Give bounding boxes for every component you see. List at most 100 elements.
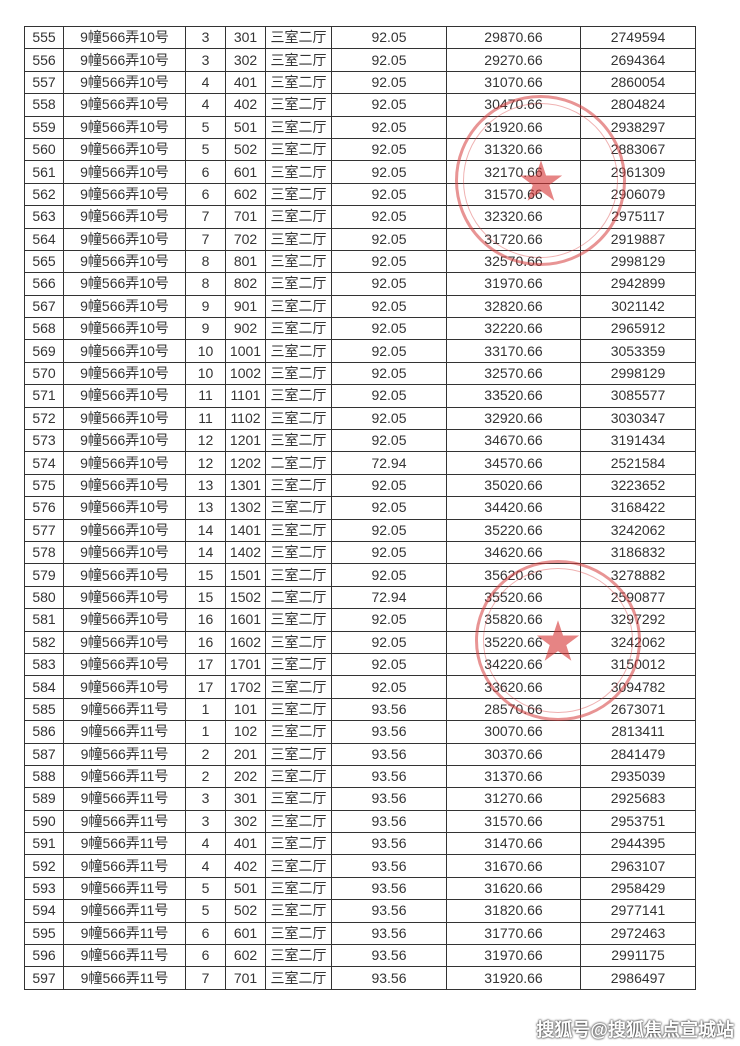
area-cell: 93.56 [331, 854, 447, 878]
table-row: 565 9幢566弄10号 8 801 三室二厅 92.05 32570.66 2998129 [24, 249, 696, 274]
area-cell: 92.05 [331, 518, 447, 542]
room-cell: 1602 [225, 630, 266, 654]
floor-cell: 16 [185, 630, 226, 654]
floor-cell: 8 [185, 249, 226, 274]
layout-cell: 三室二厅 [265, 876, 332, 901]
room-cell: 501 [225, 115, 266, 139]
row-number-cell: 584 [24, 675, 64, 699]
layout-cell: 三室二厅 [265, 182, 332, 207]
table-row: 596 9幢566弄11号 6 602 三室二厅 93.56 31970.66 2991175 [24, 944, 696, 968]
area-cell: 92.05 [331, 70, 447, 95]
floor-cell: 16 [185, 608, 226, 632]
room-cell: 101 [225, 697, 266, 722]
area-cell: 92.05 [331, 473, 447, 498]
row-number-cell: 589 [24, 787, 64, 811]
layout-cell: 三室二厅 [265, 384, 332, 408]
area-cell: 92.05 [331, 25, 447, 50]
floor-cell: 17 [185, 675, 226, 699]
room-cell: 1302 [225, 496, 266, 520]
area-cell: 93.56 [331, 720, 447, 744]
table-row: 578 9幢566弄10号 14 1402 三室二厅 92.05 34620.66 31868… [24, 540, 696, 565]
row-number-cell: 570 [24, 361, 64, 386]
room-cell: 701 [225, 966, 266, 990]
room-cell: 1601 [225, 608, 266, 632]
row-number-cell: 583 [24, 652, 64, 677]
floor-cell: 6 [185, 160, 226, 184]
row-number-cell: 563 [24, 205, 64, 229]
table-row: 592 9幢566弄11号 4 402 三室二厅 93.56 31670.66 2963107 [24, 854, 696, 878]
layout-cell: 三室二厅 [265, 966, 332, 990]
room-cell: 1002 [225, 361, 266, 386]
row-number-cell: 565 [24, 249, 64, 274]
table-row: 576 9幢566弄10号 13 1302 三室二厅 92.05 34420.66 31684… [24, 496, 696, 520]
area-cell: 92.05 [331, 429, 447, 453]
layout-cell: 三室二厅 [265, 697, 332, 722]
building-cell: 9幢566弄11号 [63, 832, 186, 856]
floor-cell: 2 [185, 764, 226, 789]
table-row: 583 9幢566弄10号 17 1701 三室二厅 92.05 34220.66 31500… [24, 652, 696, 677]
room-cell: 401 [225, 70, 266, 95]
floor-cell: 13 [185, 496, 226, 520]
unit-price-cell: 28570.66 [446, 697, 581, 722]
unit-price-cell: 35020.66 [446, 473, 581, 498]
table-row: 575 9幢566弄10号 13 1301 三室二厅 92.05 35020.66 32236… [24, 473, 696, 498]
room-cell: 1402 [225, 540, 266, 565]
row-number-cell: 587 [24, 742, 64, 766]
row-number-cell: 595 [24, 921, 64, 946]
row-number-cell: 588 [24, 764, 64, 789]
total-price-cell: 2935039 [580, 764, 696, 789]
building-cell: 9幢566弄10号 [63, 608, 186, 632]
area-cell: 92.05 [331, 608, 447, 632]
unit-price-cell: 31270.66 [446, 787, 581, 811]
row-number-cell: 564 [24, 227, 64, 251]
building-cell: 9幢566弄11号 [63, 966, 186, 990]
room-cell: 302 [225, 48, 266, 72]
row-number-cell: 596 [24, 944, 64, 968]
layout-cell: 三室二厅 [265, 742, 332, 766]
layout-cell: 三室二厅 [265, 25, 332, 50]
total-price-cell: 3278882 [580, 563, 696, 587]
table-row: 584 9幢566弄10号 17 1702 三室二厅 92.05 33620.66 30947… [24, 675, 696, 699]
floor-cell: 5 [185, 137, 226, 162]
building-cell: 9幢566弄10号 [63, 272, 186, 296]
unit-price-cell: 31470.66 [446, 832, 581, 856]
row-number-cell: 555 [24, 25, 64, 50]
table-row: 568 9幢566弄10号 9 902 三室二厅 92.05 32220.66 2965912 [24, 317, 696, 341]
layout-cell: 三室二厅 [265, 652, 332, 677]
room-cell: 301 [225, 25, 266, 50]
building-cell: 9幢566弄10号 [63, 652, 186, 677]
room-cell: 1101 [225, 384, 266, 408]
room-cell: 701 [225, 205, 266, 229]
table-row: 593 9幢566弄11号 5 501 三室二厅 93.56 31620.66 2958429 [24, 876, 696, 901]
total-price-cell: 3242062 [580, 518, 696, 542]
table-row: 597 9幢566弄11号 7 701 三室二厅 93.56 31920.66 2986497 [24, 966, 696, 990]
total-price-cell: 2938297 [580, 115, 696, 139]
unit-price-cell: 34620.66 [446, 540, 581, 565]
floor-cell: 5 [185, 115, 226, 139]
row-number-cell: 560 [24, 137, 64, 162]
area-cell: 92.05 [331, 317, 447, 341]
floor-cell: 6 [185, 921, 226, 946]
table-row: 567 9幢566弄10号 9 901 三室二厅 92.05 32820.66 3021142 [24, 294, 696, 319]
room-cell: 1202 [225, 451, 266, 475]
row-number-cell: 582 [24, 630, 64, 654]
layout-cell: 三室二厅 [265, 70, 332, 95]
unit-price-cell: 31620.66 [446, 876, 581, 901]
row-number-cell: 578 [24, 540, 64, 565]
building-cell: 9幢566弄10号 [63, 205, 186, 229]
layout-cell: 三室二厅 [265, 227, 332, 251]
building-cell: 9幢566弄11号 [63, 944, 186, 968]
area-cell: 93.56 [331, 921, 447, 946]
layout-cell: 三室二厅 [265, 317, 332, 341]
floor-cell: 4 [185, 70, 226, 95]
unit-price-cell: 31570.66 [446, 809, 581, 834]
floor-cell: 5 [185, 899, 226, 923]
area-cell: 92.05 [331, 272, 447, 296]
floor-cell: 6 [185, 944, 226, 968]
total-price-cell: 3150012 [580, 652, 696, 677]
layout-cell: 三室二厅 [265, 720, 332, 744]
unit-price-cell: 35520.66 [446, 585, 581, 610]
total-price-cell: 2991175 [580, 944, 696, 968]
row-number-cell: 559 [24, 115, 64, 139]
room-cell: 602 [225, 944, 266, 968]
